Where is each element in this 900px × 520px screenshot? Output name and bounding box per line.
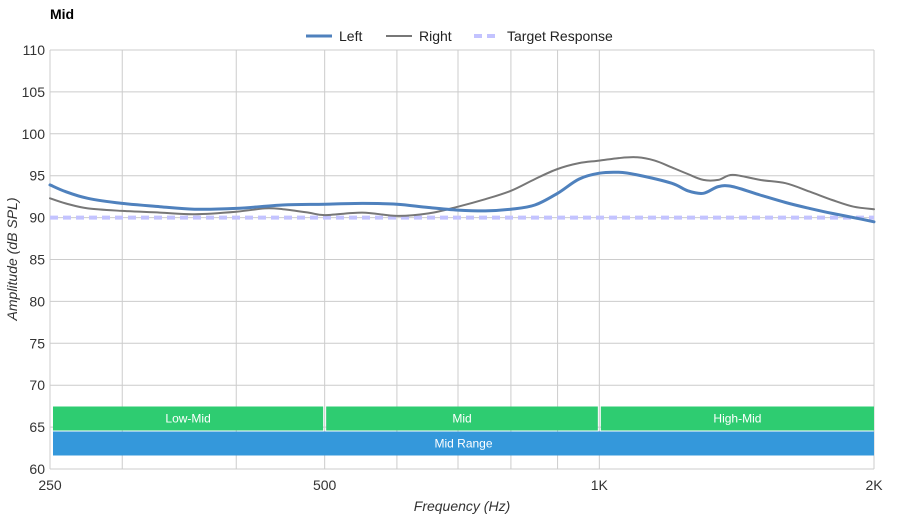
legend-label-target-response: Target Response <box>507 28 613 44</box>
legend-item-target-response[interactable]: Target Response <box>474 28 613 44</box>
band-bar-high-mid <box>600 406 874 431</box>
y-tick-label-70: 70 <box>29 377 45 393</box>
y-tick-label-105: 105 <box>22 84 46 100</box>
chart-title: Mid <box>50 6 74 22</box>
x-axis-ticks: 250 500 1K 2K <box>38 477 883 493</box>
band-label-high-mid: High-Mid <box>713 412 761 426</box>
series-lines <box>48 156 876 224</box>
band-bar-low-mid <box>53 406 324 431</box>
x-tick-label-500: 500 <box>313 477 337 493</box>
frequency-bands: Low-Mid Mid High-Mid Mid Range <box>53 406 874 456</box>
legend-label-right: Right <box>419 28 452 44</box>
band-bar-mid <box>326 406 598 431</box>
legend: Left Right Target Response <box>306 28 613 44</box>
y-axis-ticks: 60 65 70 75 80 85 90 95 100 105 110 <box>22 42 46 477</box>
band-mid-range: Mid Range <box>53 431 874 456</box>
y-axis-title: Amplitude (dB SPL) <box>4 198 20 322</box>
y-tick-label-90: 90 <box>29 210 45 226</box>
grid <box>49 49 875 470</box>
y-tick-label-75: 75 <box>29 335 45 351</box>
series-line-right <box>49 156 875 217</box>
y-tick-label-85: 85 <box>29 252 45 268</box>
legend-item-left[interactable]: Left <box>306 28 362 44</box>
x-tick-label-250: 250 <box>38 477 62 493</box>
band-high-mid: High-Mid <box>600 406 874 431</box>
x-axis-title: Frequency (Hz) <box>414 498 510 514</box>
legend-label-left: Left <box>339 28 362 44</box>
band-label-mid: Mid <box>452 412 471 426</box>
band-mid: Mid <box>326 406 598 431</box>
band-label-mid-range: Mid Range <box>434 437 492 451</box>
band-label-low-mid: Low-Mid <box>165 412 210 426</box>
band-bar-mid-range <box>53 431 874 456</box>
y-tick-label-95: 95 <box>29 168 45 184</box>
y-tick-label-65: 65 <box>29 419 45 435</box>
y-tick-label-60: 60 <box>29 461 45 477</box>
x-tick-label-1K: 1K <box>591 477 609 493</box>
y-tick-label-80: 80 <box>29 293 45 309</box>
band-low-mid: Low-Mid <box>53 406 324 431</box>
series-line-left <box>48 170 876 224</box>
y-tick-label-110: 110 <box>23 42 46 58</box>
y-tick-label-100: 100 <box>22 126 46 142</box>
legend-item-right[interactable]: Right <box>386 28 452 44</box>
x-tick-label-2K: 2K <box>865 477 883 493</box>
